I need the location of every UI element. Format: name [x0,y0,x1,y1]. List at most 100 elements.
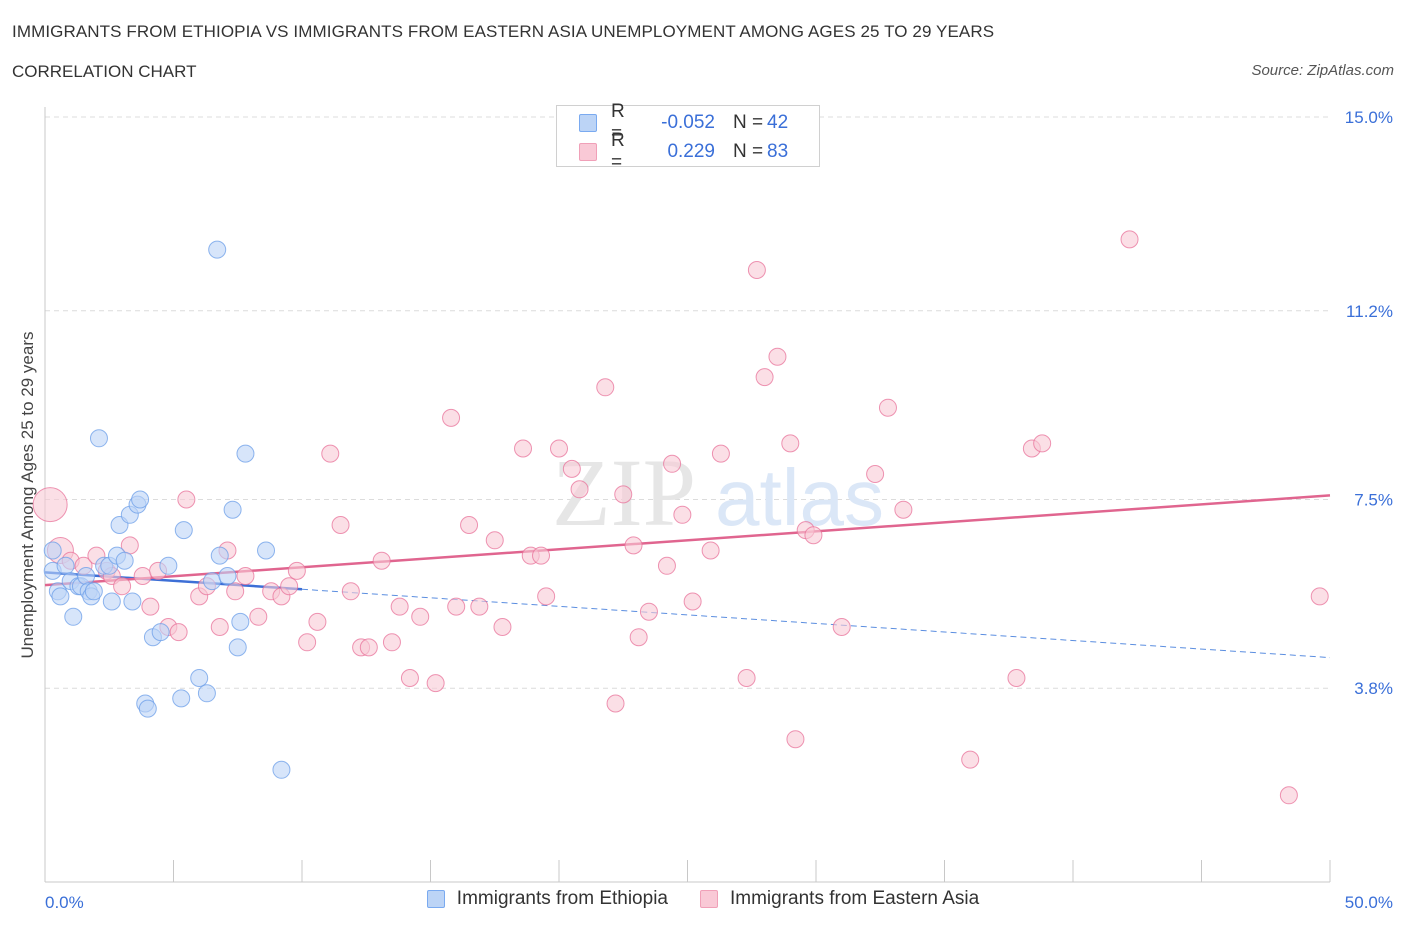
point-eastern-asia [894,500,913,519]
point-ethiopia [43,541,62,560]
point-ethiopia [89,429,108,448]
legend-label-ethiopia: Immigrants from Ethiopia [456,888,668,909]
point-ethiopia [159,556,178,575]
legend-row-ethiopia: R = -0.052 N = 42 [579,101,789,144]
y-tick-label: 11.2% [1346,302,1393,321]
point-ethiopia [174,521,193,540]
point-eastern-asia [701,541,720,560]
legend-n-label: N = [733,141,764,162]
point-eastern-asia [470,597,489,616]
legend-swatch-eastern-asia [579,143,597,161]
point-eastern-asia [624,536,643,555]
legend-n-value: 83 [767,141,789,162]
point-ethiopia [190,669,209,687]
legend-label-eastern-asia: Immigrants from Eastern Asia [729,888,980,909]
legend-swatch-ethiopia [579,114,597,132]
point-eastern-asia [485,531,504,550]
point-eastern-asia [514,439,533,458]
point-eastern-asia [411,607,430,626]
point-eastern-asia [961,750,980,769]
point-eastern-asia [133,567,152,585]
point-eastern-asia [866,465,885,483]
point-eastern-asia [639,602,658,621]
point-eastern-asia [169,623,188,642]
point-ethiopia [102,592,121,611]
point-ethiopia [223,500,242,519]
point-eastern-asia [537,587,556,606]
point-eastern-asia [426,674,445,693]
legend-r-value: 0.229 [667,141,715,162]
point-ethiopia [257,541,276,560]
legend-row-eastern-asia: R = 0.229 N = 83 [579,130,789,173]
point-eastern-asia [141,597,160,616]
point-eastern-asia [298,633,317,652]
chart-subtitle: CORRELATION CHART [12,62,197,81]
point-eastern-asia [747,261,766,279]
point-eastern-asia [629,628,648,647]
point-eastern-asia [287,561,306,580]
point-eastern-asia [804,526,823,545]
point-eastern-asia [832,618,851,636]
legend-n-label: N = [733,112,764,133]
point-eastern-asia [447,597,466,616]
point-eastern-asia [236,567,255,585]
point-eastern-asia [878,398,897,417]
point-ethiopia [138,699,157,718]
point-eastern-asia [596,378,615,397]
x-tick-label-min: 0.0% [45,893,84,912]
point-eastern-asia [341,582,360,601]
point-eastern-asia [1310,587,1329,606]
point-eastern-asia [737,669,756,687]
trend-eastern-asia [44,494,1331,587]
point-eastern-asia [493,618,512,636]
point-ethiopia [218,567,237,585]
point-ethiopia [77,567,96,585]
point-ethiopia [203,572,222,591]
point-eastern-asia [359,638,378,657]
point-ethiopia [64,607,83,626]
point-eastern-asia [442,408,461,427]
point-ethiopia [210,546,229,565]
legend-r-label: R = [611,101,625,144]
point-eastern-asia [663,454,682,473]
y-tick-label: 3.8% [1354,679,1393,698]
point-eastern-asia [606,694,625,713]
legend-item-eastern-asia[interactable]: Immigrants from Eastern Asia [699,888,980,910]
point-eastern-asia [321,444,340,463]
point-eastern-asia [768,347,787,366]
point-eastern-asia [400,669,419,687]
legend-r-label: R = [611,130,625,173]
point-ethiopia [51,587,70,606]
point-eastern-asia [1007,669,1026,687]
y-tick-label: 15.0% [1345,108,1393,127]
y-tick-label: 7.5% [1354,491,1393,510]
point-ethiopia [131,490,150,509]
point-eastern-asia [683,592,702,611]
point-eastern-asia [113,577,132,596]
point-eastern-asia [1279,786,1298,805]
legend-swatch-ethiopia [426,890,445,908]
point-ethiopia [115,551,134,570]
point-eastern-asia [372,551,391,570]
point-ethiopia [208,240,227,259]
point-eastern-asia [570,480,589,499]
point-eastern-asia [331,516,350,534]
legend-n-value: 42 [767,112,789,133]
legend-item-ethiopia[interactable]: Immigrants from Ethiopia [426,888,668,910]
point-eastern-asia [382,633,401,652]
point-ethiopia [231,612,250,631]
legend-swatch-eastern-asia [699,890,718,908]
point-eastern-asia [249,607,268,626]
point-eastern-asia [1033,434,1052,453]
point-ethiopia [228,638,247,657]
point-eastern-asia [562,459,581,478]
data-points [32,230,1329,805]
point-ethiopia [56,556,75,575]
point-ethiopia [236,444,255,463]
point-eastern-asia [711,444,730,463]
point-eastern-asia [755,368,774,387]
point-eastern-asia [673,505,692,524]
point-eastern-asia [390,597,409,616]
point-ethiopia [272,760,291,779]
